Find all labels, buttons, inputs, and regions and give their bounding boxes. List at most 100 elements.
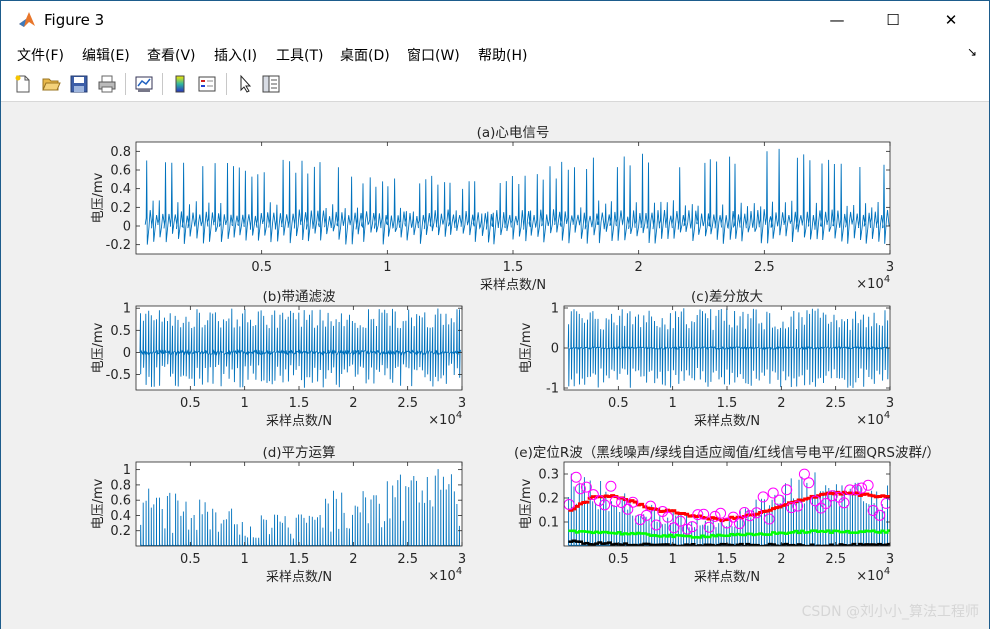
minimize-button[interactable]: — [829,11,845,29]
x-tick-label: 0.5 [608,396,629,411]
menu-insert[interactable]: 插入(I) [214,48,258,64]
signal-trace [144,148,890,245]
save-icon[interactable] [69,74,89,94]
menu-window[interactable]: 窗口(W) [407,48,460,64]
axes-a: 0.5 1 1.5 2 2.5 3 -0.2 0 0.2 0.4 0.6 0.8 ×10 4 采样点数/N 电… [91,125,894,293]
qrs-marker [851,484,863,496]
plot-title: (c)差分放大 [691,289,763,305]
dock-arrow-icon[interactable]: ↘ [966,45,977,59]
x-tick-label: 3 [458,552,466,567]
y-axis-label: 电压/mv [91,478,106,529]
plot-title: (e)定位R波（黑线噪声/绿线自适应阈值/红线信号电平/红圈QRS波群/） [514,444,940,461]
x-tick-label: 1.5 [717,396,738,411]
x-tick-label: 2.5 [397,396,418,411]
x-tick-label: 0.5 [180,552,201,567]
print-icon[interactable] [97,74,117,94]
ecg-line [139,308,462,388]
x-tick-label: 0.5 [608,552,629,567]
qrs-marker [862,479,874,491]
qrs-marker [668,522,680,534]
axes-e: 0.5 1 1.5 2 2.5 3 0.1 0.2 0.3 ×10 4 采样点数/N 电压/mv (e)定… [514,444,940,585]
qrs-marker [856,482,868,494]
qrs-marker [686,521,698,533]
x-tick-label: 3 [886,260,894,275]
qrs-marker [574,483,586,495]
menu-view[interactable]: 查看(V) [147,48,196,64]
x-tick-label: 0.5 [251,260,272,275]
y-tick-label: 0.2 [110,201,131,216]
qrs-marker [738,506,750,518]
y-axis-label: 电压/mv [519,478,534,529]
menu-help[interactable]: 帮助(H) [478,48,528,64]
qrs-marker [662,511,674,523]
y-tick-label: 0.2 [538,492,559,507]
qrs-marker [874,509,886,521]
y-tick-label: 0 [551,342,559,357]
qrs-marker [616,497,628,509]
pointer-icon[interactable] [235,74,255,94]
qrs-marker [744,510,756,522]
figure-canvas: 0.5 1 1.5 2 2.5 3 -0.2 0 0.2 0.4 0.6 0.8 ×10 4 采样点数/N 电… [1,102,989,629]
toolbar-separator [162,73,163,95]
legend-icon[interactable] [197,74,217,94]
x-axis-label: 采样点数/N [266,570,332,585]
x-tick-label: 2.5 [825,396,846,411]
menu-tools[interactable]: 工具(T) [276,48,324,64]
open-folder-icon[interactable] [41,74,61,94]
y-tick-label: 0.3 [538,468,559,483]
detection-overlay [564,468,890,546]
x-tick-label: 2.5 [754,260,775,275]
qrs-marker [844,484,856,496]
new-file-icon[interactable] [13,74,33,94]
y-axis-label: 电压/mv [519,322,534,373]
menu-file[interactable]: 文件(F) [17,48,64,64]
qrs-marker [763,513,775,525]
property-inspector-icon[interactable] [261,74,281,94]
qrs-marker [798,468,810,480]
figure-plots: 0.5 1 1.5 2 2.5 3-0.200.20.40.60.8×10 4采样点数/N电… [91,125,940,585]
qrs-marker [698,508,710,520]
y-tick-label: 0.6 [110,164,131,179]
qrs-marker [767,487,779,499]
watermark: CSDN @刘小小_算法工程师 [801,604,979,620]
y-tick-label: 1 [123,463,131,478]
x-tick-label: 1 [669,552,677,567]
signal-trace [140,469,461,546]
qrs-marker [809,495,821,507]
x-tick-label: 3 [886,396,894,411]
x-tick-label: 1.5 [289,396,310,411]
menu-edit[interactable]: 编辑(E) [82,48,130,64]
x-tick-label: 2 [777,552,785,567]
ecg-line [144,148,890,245]
x-axis-label: 采样点数/N [266,414,332,429]
close-button[interactable]: ✕ [944,11,958,29]
qrs-marker [792,500,804,512]
y-tick-label: 0.4 [110,509,131,524]
x-tick-label: 1 [241,552,249,567]
qrs-marker [757,491,769,503]
menu-desktop[interactable]: 桌面(D) [340,48,390,64]
axes-b: 0.5 1 1.5 2 2.5 3 -0.5 0 0.5 1 ×10 4 采样点数/N 电压/mv (b)带… [91,289,466,429]
link-plot-icon[interactable] [134,74,154,94]
qrs-marker [803,477,815,489]
colorbar-icon[interactable] [170,74,190,94]
y-tick-label: 0 [123,346,131,361]
qrs-marker [826,490,838,502]
qrs-marker [634,514,646,526]
axes-d: 0.5 1 1.5 2 2.5 30.20.40.60.81×10 4采样点数/N电压/mv… [91,445,466,585]
x-exponent-power: 4 [456,566,462,577]
x-axis-label: 采样点数/N [480,278,546,293]
x-exponent: ×10 [428,413,455,428]
qrs-marker [587,489,599,501]
qrs-marker [751,507,763,519]
maximize-button[interactable]: ☐ [886,11,900,29]
x-tick-label: 1.5 [503,260,524,275]
qrs-marker [781,484,793,496]
axes-c: 0.5 1 1.5 2 2.5 3 -1 0 1 ×10 4 采样点数/N 电压/mv (c)差分放大 [519,289,894,429]
toolbar [1,67,989,102]
x-tick-label: 1 [383,260,391,275]
y-axis-label: 电压/mv [91,172,106,223]
qrs-marker [645,500,657,512]
toolbar-separator [125,73,126,95]
